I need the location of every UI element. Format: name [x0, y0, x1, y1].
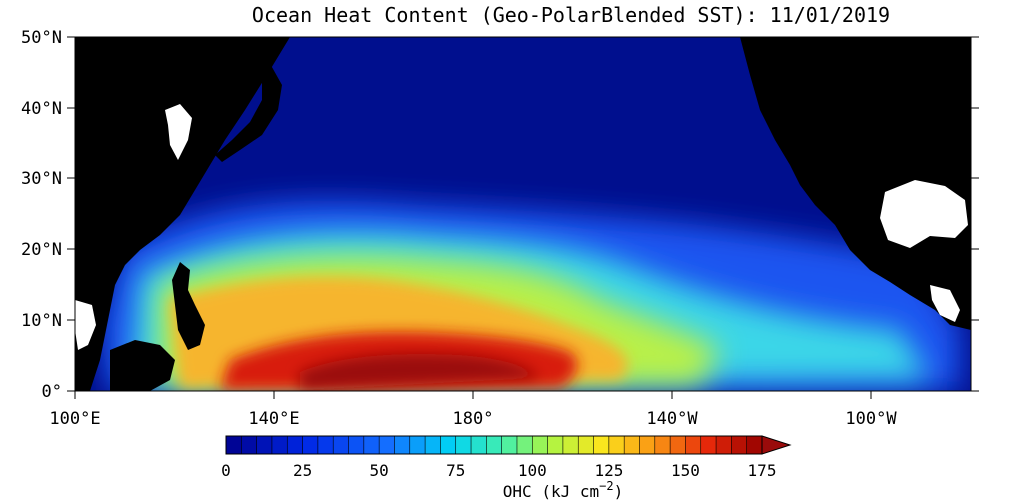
lat-label-20n: 20°N: [21, 240, 62, 260]
land-philippines: [172, 262, 205, 350]
lon-label-100e: 100°E: [49, 409, 100, 429]
lon-label-140e: 140°E: [248, 409, 299, 429]
colorbar-tick-label: 0: [221, 461, 231, 480]
colorbar-tick-label: 100: [518, 461, 547, 480]
map-title: Ocean Heat Content (Geo-PolarBlended SST…: [252, 3, 890, 27]
missing-gulf-of-mexico: [880, 180, 968, 248]
missing-mexico-coast: [930, 285, 960, 322]
colorbar-tick-label: 50: [369, 461, 388, 480]
colorbar-cell: [731, 435, 748, 455]
colorbar-tick-label: 175: [748, 461, 777, 480]
land-japan: [215, 60, 282, 162]
colorbar-tick-label: 75: [446, 461, 465, 480]
colorbar-frame: [225, 435, 763, 455]
colorbar-cell: [715, 435, 732, 455]
lon-label-140w: 140°W: [646, 409, 698, 429]
colorbar-cell: [562, 435, 579, 455]
colorbar-cell: [639, 435, 656, 455]
colorbar-extend-arrow: [761, 435, 792, 455]
missing-gulf-of-thailand: [75, 300, 96, 350]
colorbar-cell: [501, 435, 518, 455]
colorbar-cell: [516, 435, 533, 455]
colorbar-label-end: ): [614, 482, 624, 501]
map-frame: [74, 36, 972, 392]
land-asia: [75, 37, 290, 391]
missing-data: [75, 104, 968, 350]
colorbar-tick-label: 150: [671, 461, 700, 480]
lat-label-50n: 50°N: [21, 28, 62, 48]
colorbar-cell: [332, 435, 350, 455]
colorbar-cell: [593, 435, 610, 455]
lat-label-0: 0°: [42, 382, 62, 402]
lat-label-30n: 30°N: [21, 169, 62, 189]
colorbar-cell: [700, 435, 717, 455]
colorbar-cell: [608, 435, 625, 455]
colorbar-tick-label: 25: [293, 461, 312, 480]
colorbar-ticks: 0 25 50 75 100 125 150 175: [221, 461, 776, 480]
colorbar: 0 25 50 75 100 125 150 175 OHC (kJ cm−2): [221, 435, 792, 501]
colorbar-cell: [286, 435, 304, 455]
colorbar-cell: [746, 435, 763, 455]
ohc-band-peak: [300, 353, 540, 390]
colorbar-cell: [378, 435, 396, 455]
lat-label-40n: 40°N: [21, 99, 62, 119]
colorbar-cell: [256, 435, 273, 455]
lat-label-10n: 10°N: [21, 311, 62, 331]
colorbar-cell: [486, 435, 503, 455]
colorbar-cell: [363, 435, 380, 455]
colorbar-cell: [547, 435, 564, 455]
colorbar-cell: [623, 435, 641, 455]
land-masses: [75, 37, 971, 391]
colorbar-label: OHC (kJ cm−2): [503, 479, 623, 501]
colorbar-cell: [409, 435, 426, 455]
colorbar-cell: [470, 435, 487, 455]
colorbar-cell: [531, 435, 549, 455]
longitude-labels: 100°E 140°E 180° 140°W 100°W: [49, 409, 897, 429]
colorbar-cell: [455, 435, 472, 455]
colorbar-cell: [685, 435, 702, 455]
colorbar-cell: [271, 435, 288, 455]
colorbar-label-sup: −2: [599, 479, 613, 493]
colorbar-cell: [394, 435, 411, 455]
land-north-america: [740, 37, 971, 330]
colorbar-cells: [225, 435, 763, 455]
lon-label-180: 180°: [453, 409, 494, 429]
ohc-field: [100, 200, 960, 391]
map-panel: [75, 37, 971, 391]
colorbar-cell: [440, 435, 457, 455]
colorbar-label-main: OHC (kJ cm: [503, 482, 599, 501]
colorbar-cell: [348, 435, 365, 455]
latitude-labels: 0° 10°N 20°N 30°N 40°N 50°N: [21, 28, 62, 402]
colorbar-cell: [317, 435, 334, 455]
missing-yellow-sea: [165, 104, 192, 160]
colorbar-cell: [241, 435, 258, 455]
axis-ticks: [67, 36, 979, 399]
colorbar-tick-label: 125: [594, 461, 623, 480]
colorbar-cell: [225, 435, 242, 455]
colorbar-cell: [577, 435, 595, 455]
lon-label-100w: 100°W: [845, 409, 897, 429]
colorbar-cell: [302, 435, 319, 455]
land-indonesia: [110, 340, 175, 391]
colorbar-cell: [669, 435, 687, 455]
colorbar-cell: [424, 435, 441, 455]
colorbar-cell: [654, 435, 671, 455]
